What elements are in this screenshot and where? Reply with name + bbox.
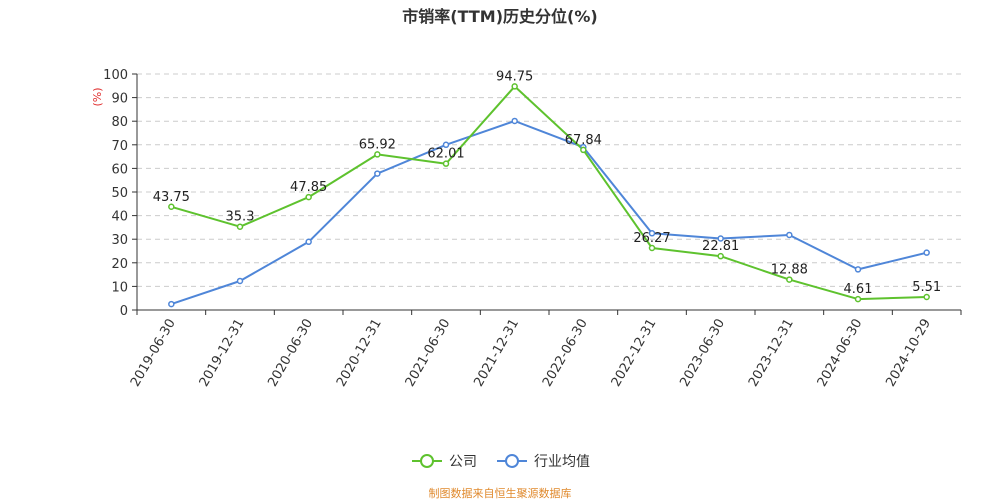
company-data-label: 5.51 [912, 280, 941, 295]
x-tick-label: 2023-12-31 [746, 317, 797, 390]
company-point[interactable] [854, 295, 862, 303]
y-tick-label: 70 [111, 139, 128, 154]
industry-avg-point[interactable] [305, 238, 312, 246]
y-tick-label: 20 [111, 257, 128, 272]
x-tick-label: 2024-10-29 [883, 317, 934, 390]
y-tick-label: 100 [103, 68, 128, 83]
company-point[interactable] [374, 151, 381, 158]
company-data-label: 22.81 [702, 239, 739, 254]
x-tick-label: 2024-06-30 [815, 317, 866, 390]
company-point[interactable] [648, 244, 656, 252]
data-labels: 43.75 35.3 47.85 65.92 62.01 94.75 67.84 26.27 2… [153, 69, 941, 297]
series-company-line [171, 85, 927, 301]
company-data-label: 94.75 [496, 69, 533, 84]
company-data-label: 26.27 [633, 231, 670, 246]
axes [136, 74, 961, 311]
source-note: 制图数据来自恒生聚源数据库 [429, 486, 572, 500]
legend-industry-label: 行业均值 [534, 454, 590, 470]
industry-avg-point[interactable] [374, 170, 381, 177]
legend-item-company[interactable]: 公司 [412, 454, 477, 470]
company-point[interactable] [580, 146, 587, 154]
x-axis-ticks: 2019-06-30 2019-12-31 2020-06-30 2020-12-31… [128, 310, 962, 390]
x-tick-label: 2022-12-31 [609, 317, 660, 390]
industry-avg-point[interactable] [923, 249, 930, 256]
company-point[interactable] [717, 252, 724, 260]
company-point[interactable] [236, 223, 244, 230]
company-data-label: 35.3 [226, 210, 255, 225]
y-tick-label: 80 [111, 115, 128, 130]
company-point[interactable] [923, 293, 930, 301]
industry-avg-point[interactable] [854, 266, 862, 273]
y-tick-label: 10 [111, 280, 128, 295]
company-data-label: 43.75 [153, 190, 190, 205]
company-point[interactable] [786, 276, 793, 283]
legend: 公司 行业均值 [412, 454, 590, 470]
legend-company-label: 公司 [449, 454, 477, 470]
company-data-label: 47.85 [290, 180, 327, 195]
legend-item-industry-avg[interactable]: 行业均值 [497, 454, 590, 470]
x-tick-label: 2023-06-30 [677, 317, 728, 390]
company-point[interactable] [442, 160, 450, 167]
industry-avg-point[interactable] [442, 141, 450, 149]
company-data-label: 65.92 [359, 137, 396, 152]
company-data-label: 62.01 [427, 147, 464, 162]
company-data-label: 4.61 [844, 282, 873, 297]
industry-avg-point[interactable] [648, 230, 656, 237]
y-tick-label: 60 [111, 162, 128, 177]
x-tick-label: 2021-06-30 [403, 317, 454, 390]
industry-avg-point[interactable] [786, 231, 793, 239]
industry-avg-point[interactable] [511, 117, 518, 125]
company-point[interactable] [168, 203, 175, 210]
company-point[interactable] [511, 83, 518, 90]
industry-avg-point[interactable] [168, 300, 175, 308]
x-tick-label: 2022-06-30 [540, 317, 591, 390]
x-tick-label: 2019-06-30 [128, 317, 179, 390]
company-data-label: 12.88 [771, 263, 808, 278]
legend-industry-marker-icon [505, 454, 519, 468]
y-axis-unit-label: (%) [91, 87, 104, 106]
legend-company-marker-icon [420, 454, 434, 468]
industry-avg-point[interactable] [236, 277, 244, 285]
chart-title: 市销率(TTM)历史分位(%) [402, 7, 597, 26]
series-industry-avg-line [170, 120, 927, 306]
y-tick-label: 30 [111, 233, 128, 248]
y-tick-label: 0 [120, 304, 128, 319]
grid-lines [137, 73, 961, 287]
x-tick-label: 2020-06-30 [265, 317, 316, 390]
y-tick-label: 40 [111, 210, 128, 225]
industry-avg-point[interactable] [717, 235, 724, 242]
company-point[interactable] [305, 193, 312, 201]
x-tick-label: 2019-12-31 [197, 317, 248, 390]
x-tick-label: 2020-12-31 [334, 317, 385, 390]
company-data-label: 67.84 [565, 133, 602, 148]
y-tick-label: 50 [111, 186, 128, 201]
x-tick-label: 2021-12-31 [471, 317, 522, 390]
series-layer [168, 83, 930, 308]
y-tick-label: 90 [111, 92, 128, 107]
y-axis-ticks: 0 10 20 30 40 50 60 70 80 90 100 [103, 68, 137, 319]
